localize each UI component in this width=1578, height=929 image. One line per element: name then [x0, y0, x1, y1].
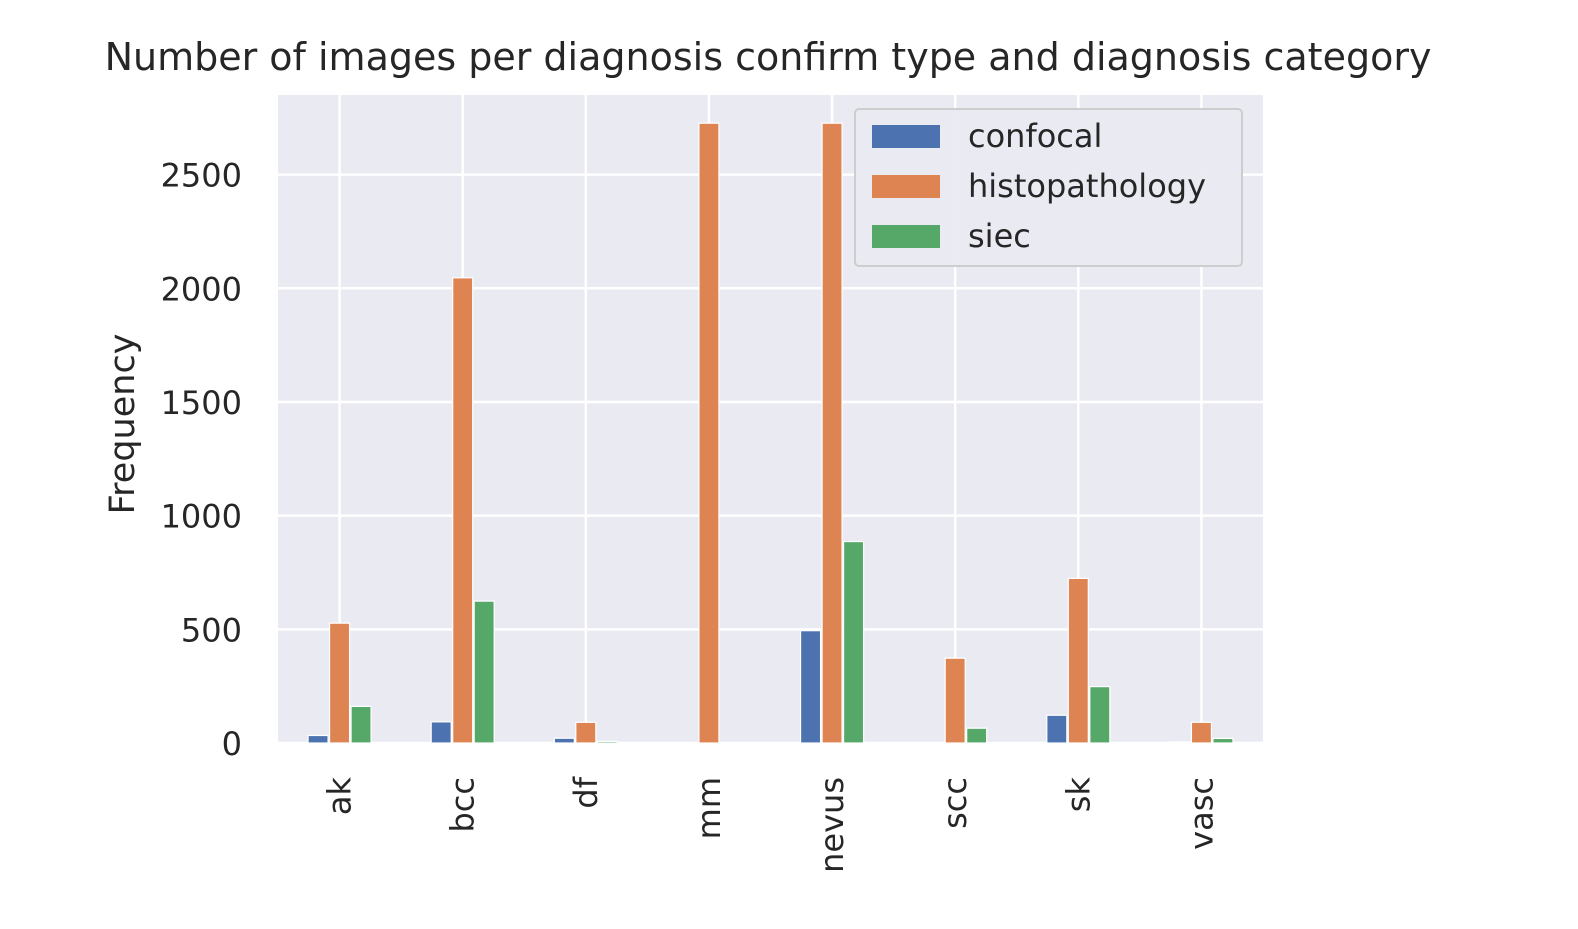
y-axis-label: Frequency — [103, 334, 143, 515]
bar-histopathology-vasc — [1190, 721, 1213, 744]
x-tick-labels: ak bcc df mm nevus scc sk vasc — [321, 776, 1221, 873]
bar-confocal-nevus — [799, 630, 822, 744]
bar-histopathology-ak — [328, 622, 351, 744]
y-tick-label: 2000 — [161, 270, 242, 308]
legend-label-histopathology: histopathology — [968, 167, 1206, 205]
bar-histopathology-nevus — [821, 122, 843, 744]
bar-siec-sk — [1089, 686, 1111, 744]
legend-swatch-histopathology — [872, 175, 940, 198]
y-tick-label: 2500 — [161, 157, 242, 195]
bar-confocal-df — [553, 737, 575, 744]
bars — [307, 122, 1234, 744]
bar-histopathology-df — [575, 721, 597, 744]
x-tick-label: df — [567, 776, 605, 808]
bar-siec-bcc — [473, 600, 495, 744]
legend-swatch-siec — [872, 225, 940, 248]
x-tick-label: nevus — [813, 777, 851, 873]
bar-confocal-ak — [307, 734, 329, 744]
y-tick-label: 1000 — [161, 498, 242, 536]
bar-histopathology-bcc — [452, 277, 474, 744]
y-tick-label: 500 — [181, 611, 242, 649]
bar-siec-ak — [350, 705, 372, 744]
bar-confocal-bcc — [430, 721, 452, 744]
bar-histopathology-mm — [698, 122, 720, 744]
x-tick-label: vasc — [1182, 777, 1220, 850]
bar-siec-vasc — [1212, 737, 1234, 744]
y-tick-label: 1500 — [161, 384, 242, 422]
bar-histopathology-sk — [1067, 577, 1089, 744]
bar-siec-scc — [966, 727, 988, 744]
bar-confocal-vasc — [1169, 741, 1191, 744]
x-tick-label: sk — [1059, 777, 1097, 813]
x-tick-label: ak — [321, 777, 359, 816]
legend-box — [854, 108, 1243, 267]
legend-label-confocal: confocal — [968, 117, 1102, 155]
bar-histopathology-scc — [944, 657, 966, 744]
legend-label-siec: siec — [968, 217, 1031, 255]
y-tick-label: 0 — [222, 725, 242, 763]
legend-swatch-confocal — [872, 125, 940, 148]
chart-title: Number of images per diagnosis confirm t… — [105, 35, 1432, 79]
legend: confocal histopathology siec — [854, 108, 1243, 267]
bar-siec-nevus — [842, 540, 865, 744]
x-tick-label: mm — [690, 777, 728, 839]
x-tick-label: bcc — [444, 777, 482, 833]
bar-siec-df — [596, 740, 618, 744]
bar-confocal-sk — [1046, 714, 1068, 744]
y-tick-labels: 0 500 1000 1500 2000 2500 — [161, 157, 242, 763]
x-tick-label: scc — [936, 777, 974, 829]
